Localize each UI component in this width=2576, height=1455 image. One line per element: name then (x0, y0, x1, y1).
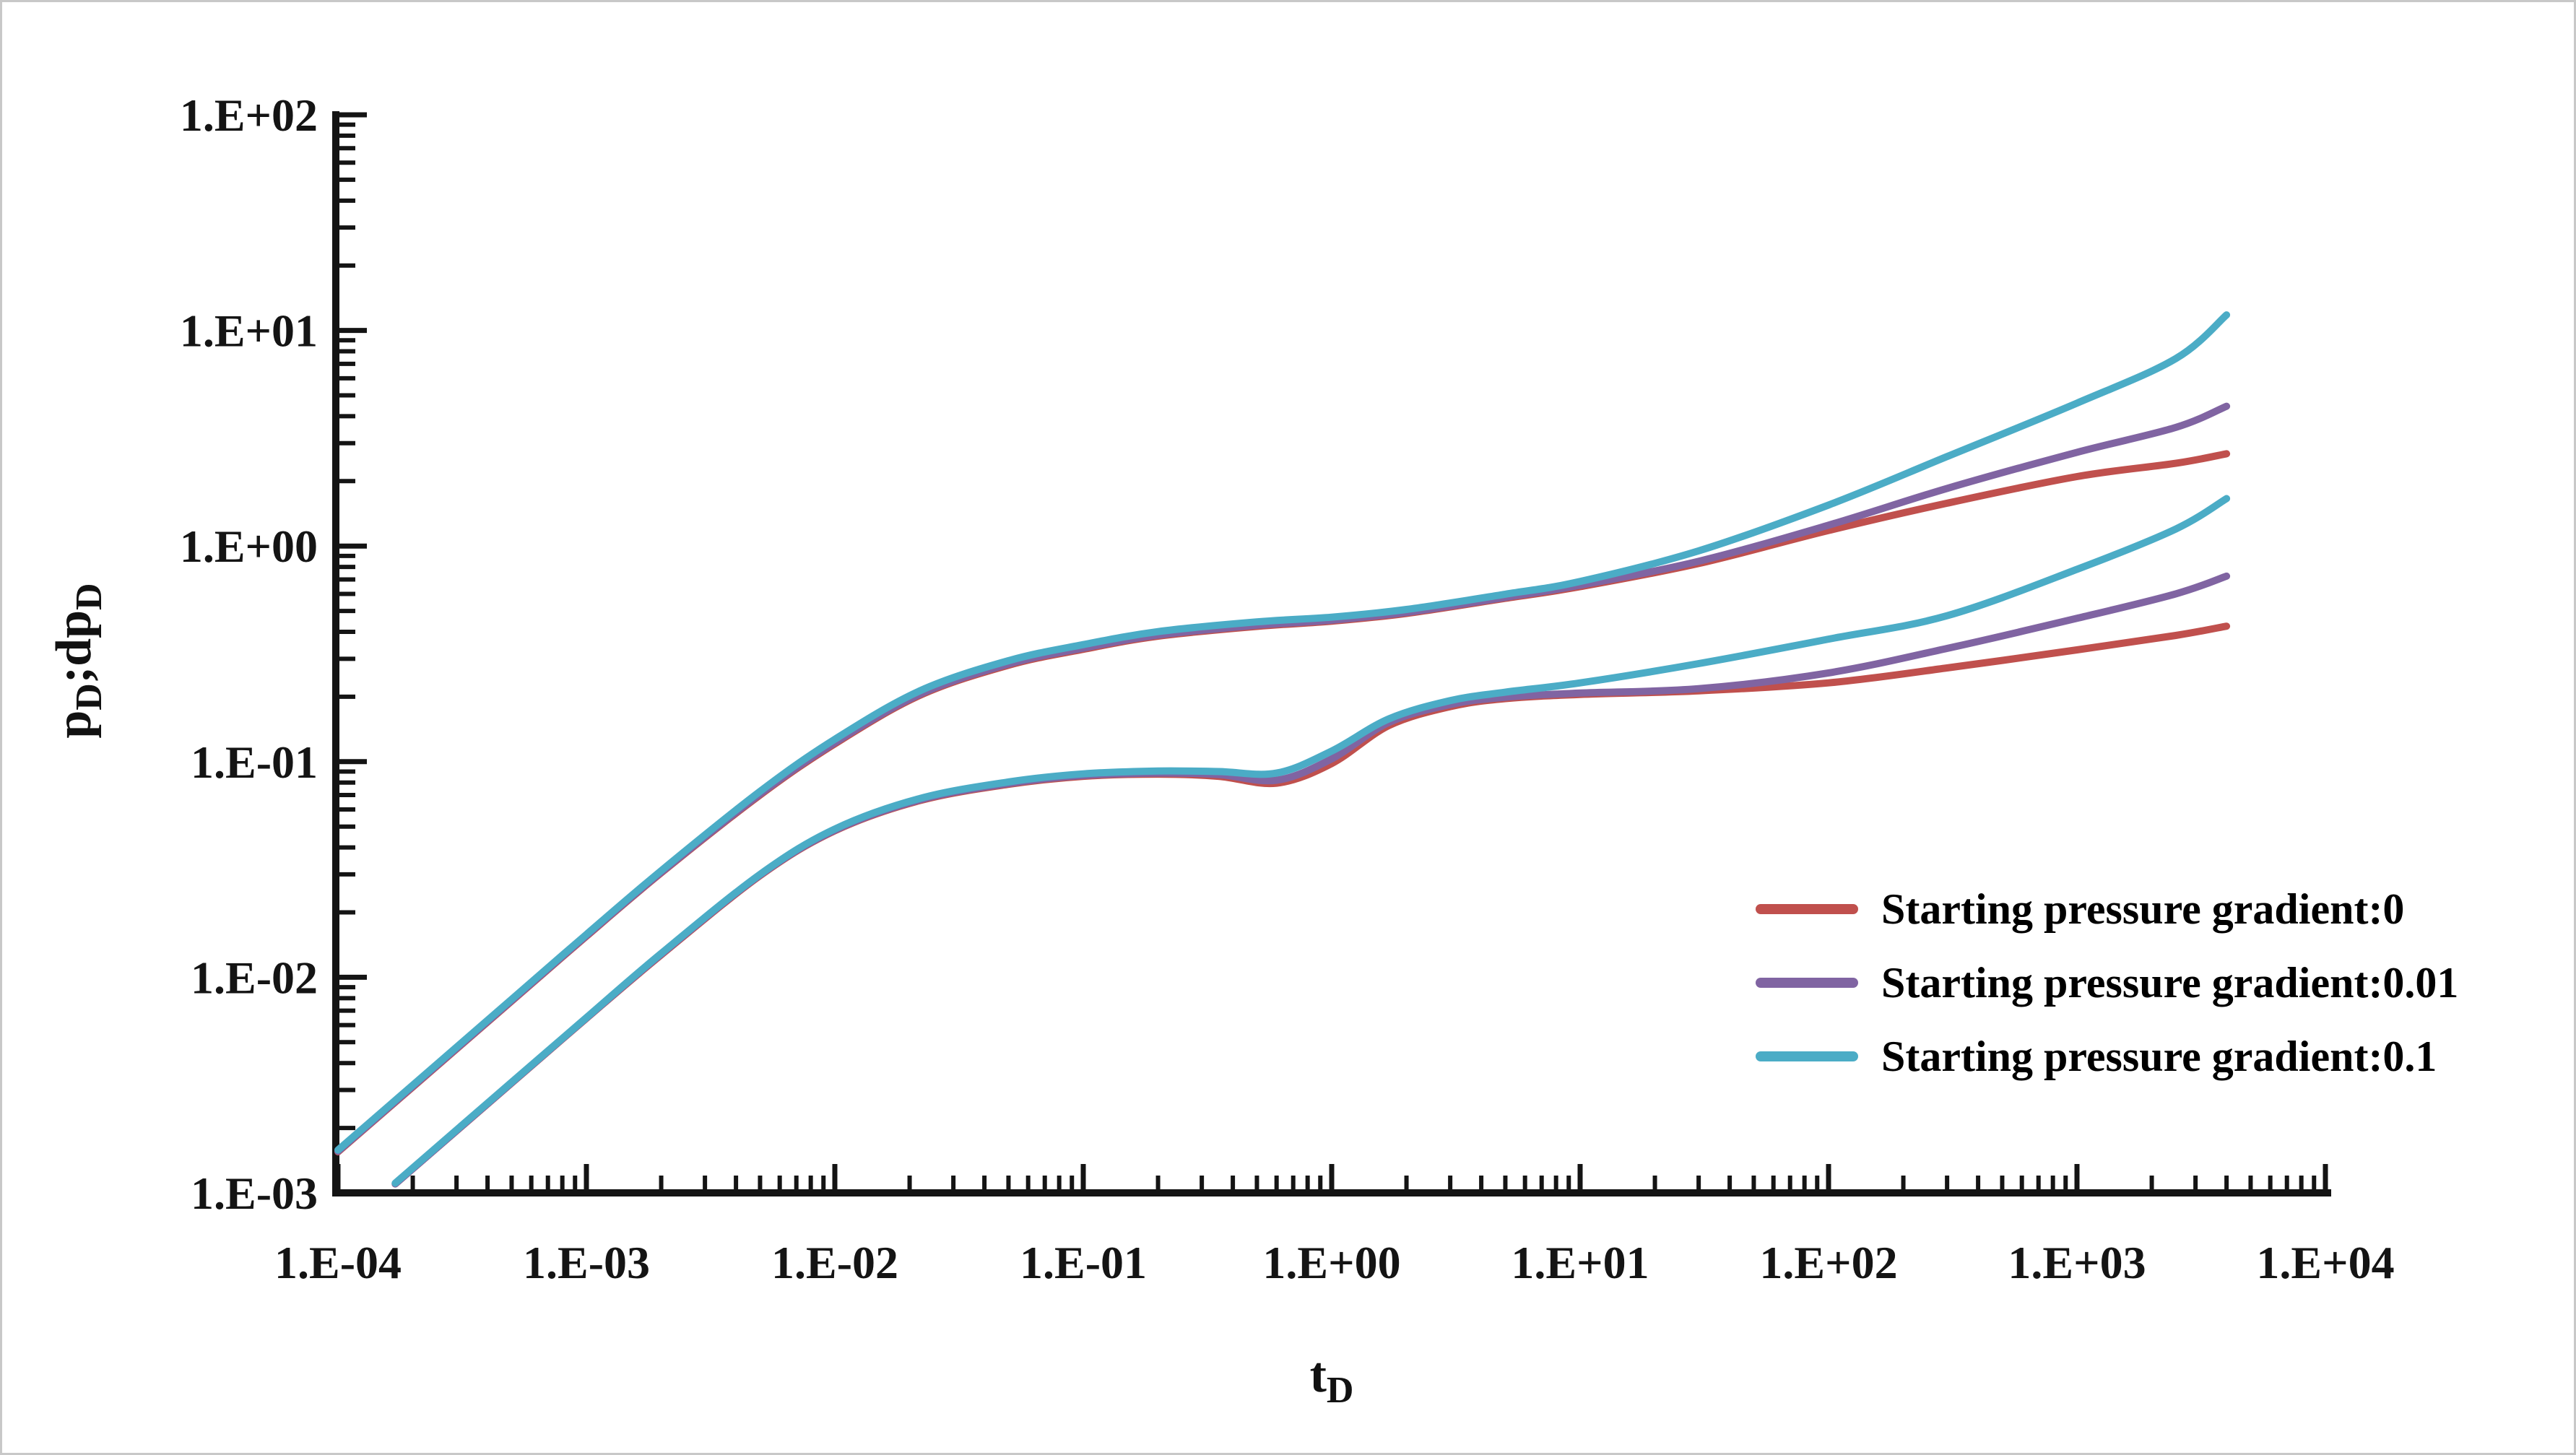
series-pressure-gradient-0.1 (334, 311, 2231, 1154)
legend-swatch-cyan (1756, 1051, 1858, 1061)
x-axis-title: tD (1309, 1347, 1354, 1411)
svg-text:1.E+04: 1.E+04 (2256, 1237, 2394, 1288)
legend-label: Starting pressure gradient:0.01 (1881, 958, 2459, 1007)
y-axis-title: pD;dpD (46, 583, 110, 739)
legend-item-gradient-0.1: Starting pressure gradient:0.1 (1756, 1020, 2458, 1093)
svg-text:1.E-02: 1.E-02 (191, 952, 318, 1003)
svg-text:1.E+03: 1.E+03 (2008, 1237, 2146, 1288)
svg-text:1.E+01: 1.E+01 (1511, 1237, 1649, 1288)
svg-text:1.E-04: 1.E-04 (274, 1237, 402, 1288)
legend-item-gradient-0.01: Starting pressure gradient:0.01 (1756, 946, 2458, 1020)
legend-label: Starting pressure gradient:0.1 (1881, 1032, 2437, 1080)
svg-text:1.E-02: 1.E-02 (771, 1237, 898, 1288)
svg-text:1.E-03: 1.E-03 (523, 1237, 650, 1288)
svg-text:1.E+01: 1.E+01 (180, 305, 318, 357)
svg-text:1.E+02: 1.E+02 (180, 90, 318, 141)
legend-item-gradient-0: Starting pressure gradient:0 (1756, 872, 2458, 946)
series-derivative-gradient-0.1 (391, 495, 2231, 1187)
svg-text:1.E-01: 1.E-01 (1020, 1237, 1147, 1288)
svg-text:1.E-03: 1.E-03 (191, 1168, 318, 1219)
svg-text:1.E+02: 1.E+02 (1759, 1237, 1897, 1288)
svg-text:1.E-01: 1.E-01 (191, 737, 318, 788)
legend-label: Starting pressure gradient:0 (1881, 885, 2405, 933)
svg-text:1.E+00: 1.E+00 (1262, 1237, 1400, 1288)
svg-text:1.E+00: 1.E+00 (180, 521, 318, 572)
legend-swatch-red (1756, 904, 1858, 914)
legend-swatch-purple (1756, 978, 1858, 988)
legend: Starting pressure gradient:0 Starting pr… (1756, 872, 2458, 1093)
